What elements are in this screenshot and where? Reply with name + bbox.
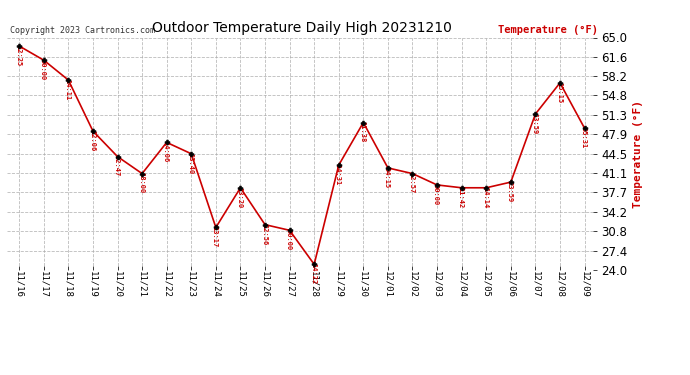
Text: 00:00: 00:00 (286, 229, 292, 251)
Text: 11:42: 11:42 (457, 187, 464, 208)
Text: 14:22: 14:22 (310, 263, 316, 285)
Text: 23:59: 23:59 (506, 181, 513, 202)
Text: 12:06: 12:06 (89, 130, 95, 151)
Text: 18:00: 18:00 (138, 172, 144, 194)
Text: 15:15: 15:15 (556, 82, 562, 103)
Text: 00:00: 00:00 (40, 59, 46, 80)
Text: Copyright 2023 Cartronics.com: Copyright 2023 Cartronics.com (10, 26, 155, 35)
Text: 02:47: 02:47 (113, 156, 119, 177)
Title: Outdoor Temperature Daily High 20231210: Outdoor Temperature Daily High 20231210 (152, 21, 452, 35)
Text: 04:15: 04:15 (384, 167, 390, 188)
Text: 12:57: 12:57 (408, 172, 415, 194)
Text: 14:31: 14:31 (335, 164, 341, 185)
Text: 14:14: 14:14 (482, 187, 489, 208)
Text: 14:06: 14:06 (163, 141, 168, 162)
Text: 13:20: 13:20 (237, 187, 242, 208)
Text: 05:31: 05:31 (580, 127, 586, 148)
Text: 13:40: 13:40 (187, 153, 193, 174)
Y-axis label: Temperature (°F): Temperature (°F) (633, 100, 643, 208)
Text: 13:59: 13:59 (531, 113, 538, 134)
Text: 12:25: 12:25 (15, 45, 21, 66)
Text: 14:11: 14:11 (64, 79, 70, 100)
Text: Temperature (°F): Temperature (°F) (498, 25, 598, 35)
Text: 11:38: 11:38 (359, 122, 365, 142)
Text: 12:56: 12:56 (261, 224, 267, 245)
Text: 00:00: 00:00 (433, 184, 439, 205)
Text: 13:17: 13:17 (212, 226, 218, 248)
